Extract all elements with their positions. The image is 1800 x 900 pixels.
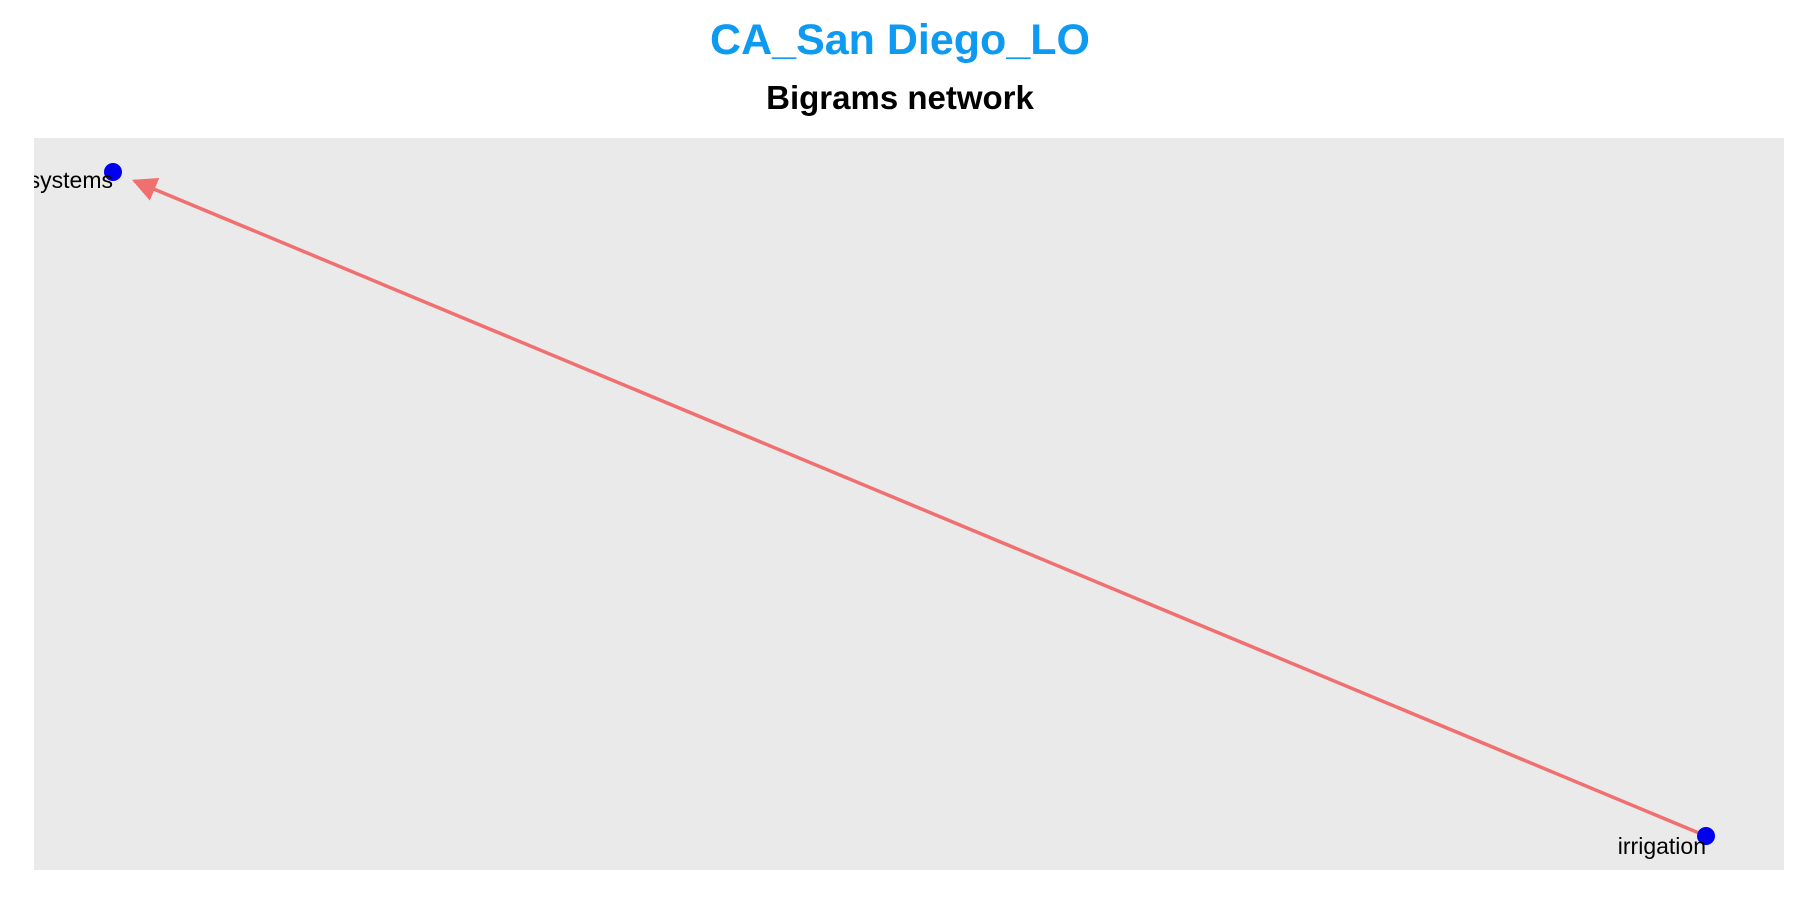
node-label-irrigation: irrigation (1618, 833, 1706, 859)
figure-title: CA_San Diego_LO (710, 16, 1090, 64)
node-systems: systems (34, 163, 122, 193)
node-marker-irrigation (1697, 827, 1715, 845)
edge-irrigation-to-systems (131, 178, 1699, 835)
node-irrigation: irrigation (1618, 827, 1715, 859)
figure-subtitle: Bigrams network (766, 79, 1034, 116)
nodes-layer: systems irrigation (34, 163, 1715, 859)
network-panel: systems irrigation (34, 138, 1784, 870)
network-graph: systems irrigation (34, 138, 1784, 870)
node-marker-systems (104, 163, 122, 181)
edges-layer (131, 178, 1699, 835)
node-label-systems: systems (34, 167, 113, 193)
